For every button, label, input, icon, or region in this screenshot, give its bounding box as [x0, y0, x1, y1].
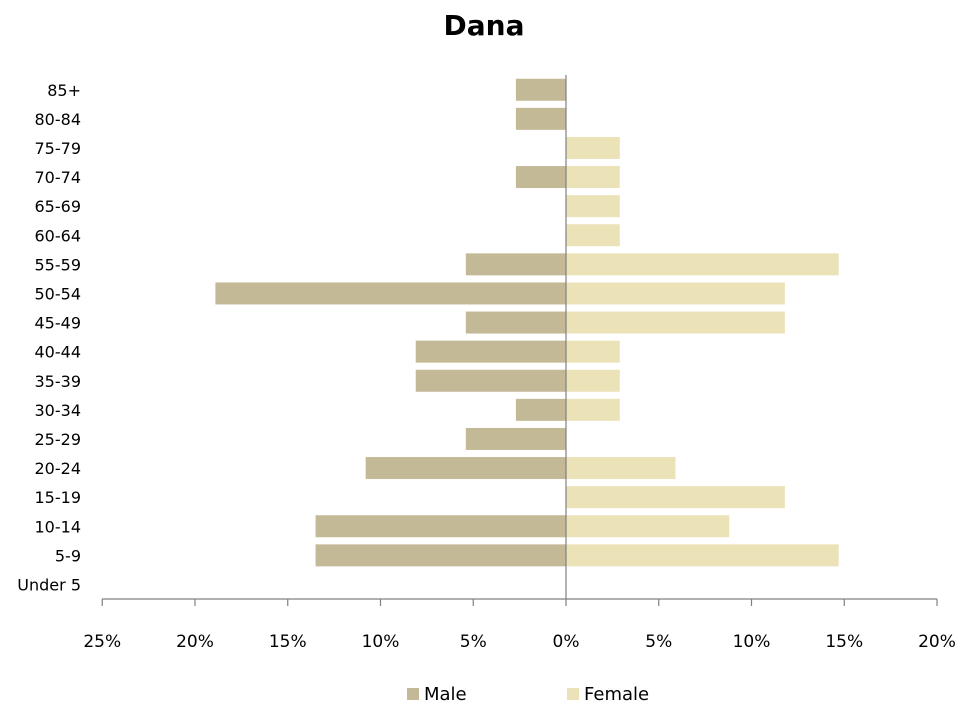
x-tick-label: 10% [362, 632, 400, 652]
category-label: 30-34 [35, 401, 82, 420]
female-bar [566, 136, 620, 159]
x-tick-labels: 25% 20% 15% 10% 5% 0% 5% 10% 15% 20% [83, 632, 956, 652]
female-bar [566, 544, 839, 567]
male-bar [515, 107, 566, 130]
chart-title: Dana [444, 9, 525, 42]
male-bar [415, 340, 566, 363]
legend-label: Female [584, 684, 649, 705]
x-tick-label: 5% [460, 632, 487, 652]
x-tick-label: 25% [83, 632, 121, 652]
category-label: 40-44 [35, 343, 82, 362]
male-bar [515, 78, 566, 101]
male-bar [465, 253, 566, 276]
bars-group [215, 78, 839, 567]
category-label: 60-64 [35, 226, 82, 245]
category-label: 5-9 [55, 546, 81, 565]
category-label: 10-14 [35, 517, 82, 536]
category-labels: Under 5 5-9 10-14 15-19 20-24 25-29 30-34 35-39… [17, 81, 81, 595]
male-bar [315, 544, 566, 567]
category-label: 20-24 [35, 459, 82, 478]
legend: Male Female [407, 684, 649, 705]
x-tick-label: 10% [733, 632, 771, 652]
category-label: 15-19 [35, 488, 82, 507]
female-bar [566, 195, 620, 218]
male-bar [465, 427, 566, 450]
x-tick-label: 15% [825, 632, 863, 652]
male-bar [215, 282, 566, 305]
x-tick-label: 20% [176, 632, 214, 652]
female-bar [566, 253, 839, 276]
category-label: 75-79 [35, 139, 82, 158]
x-tick-label: 15% [269, 632, 307, 652]
x-tick-label: 20% [918, 632, 956, 652]
category-label: 65-69 [35, 197, 82, 216]
category-label: 50-54 [35, 284, 82, 303]
category-label: 25-29 [35, 430, 82, 449]
female-bar [566, 369, 620, 392]
category-label: 70-74 [35, 168, 82, 187]
category-label: 45-49 [35, 314, 82, 333]
female-bar [566, 515, 730, 538]
x-tick-label: 0% [553, 632, 580, 652]
female-bar [566, 340, 620, 363]
category-label: 55-59 [35, 255, 82, 274]
category-label: 85+ [47, 81, 81, 100]
legend-swatch-female [567, 688, 579, 700]
female-bar [566, 224, 620, 247]
axes-group [101, 75, 938, 606]
male-bar [515, 398, 566, 421]
male-bar [365, 457, 566, 480]
female-bar [566, 282, 785, 305]
category-label: 80-84 [35, 110, 82, 129]
male-bar [315, 515, 566, 538]
x-tick-label: 5% [645, 632, 672, 652]
category-label: Under 5 [17, 575, 81, 594]
legend-label: Male [424, 684, 467, 705]
male-bar [415, 369, 566, 392]
female-bar [566, 486, 785, 509]
female-bar [566, 166, 620, 189]
female-bar [566, 398, 620, 421]
female-bar [566, 311, 785, 334]
male-bar [465, 311, 566, 334]
legend-swatch-male [407, 688, 419, 700]
category-label: 35-39 [35, 372, 82, 391]
female-bar [566, 457, 676, 480]
male-bar [515, 166, 566, 189]
